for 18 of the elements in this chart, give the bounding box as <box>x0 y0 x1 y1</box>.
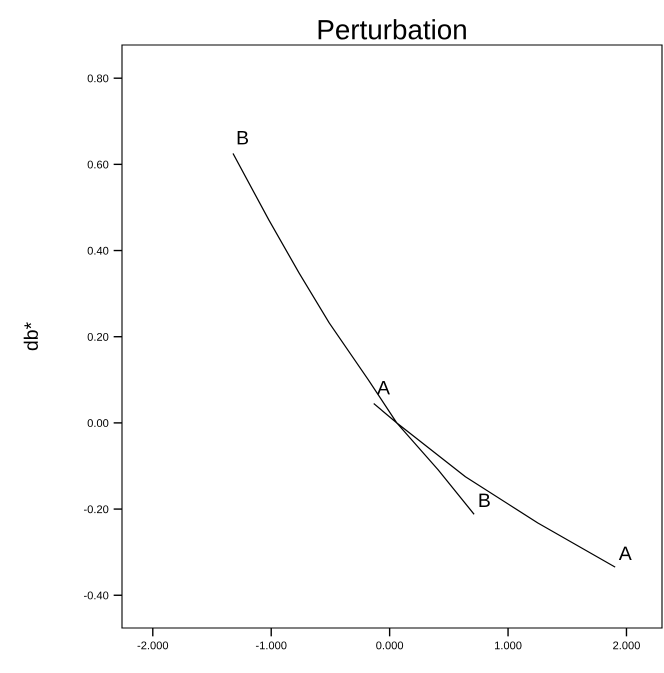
x-tick-label: -1.000 <box>256 641 287 650</box>
y-tick-label: 0.60 <box>88 160 108 168</box>
chart-title: Perturbation <box>318 19 466 40</box>
y-tick-label: 0.40 <box>88 246 108 255</box>
x-tick-label: 0.000 <box>376 641 404 650</box>
x-tick-label: 2.000 <box>613 641 640 650</box>
y-tick-label: -0.40 <box>84 592 108 600</box>
y-tick-label: -0.20 <box>84 505 108 514</box>
y-tick-label: 0.20 <box>88 332 108 341</box>
series-label: B <box>479 494 490 507</box>
y-axis-title: db* <box>24 322 38 350</box>
x-tick-label: -2.000 <box>138 641 168 650</box>
y-tick-label: 0.80 <box>88 74 108 82</box>
x-tick-label: 1.000 <box>495 641 522 650</box>
text: B <box>238 131 248 144</box>
series-label: A <box>618 546 632 560</box>
text: A <box>377 380 390 394</box>
y-tick-label: 0.00 <box>88 419 108 428</box>
